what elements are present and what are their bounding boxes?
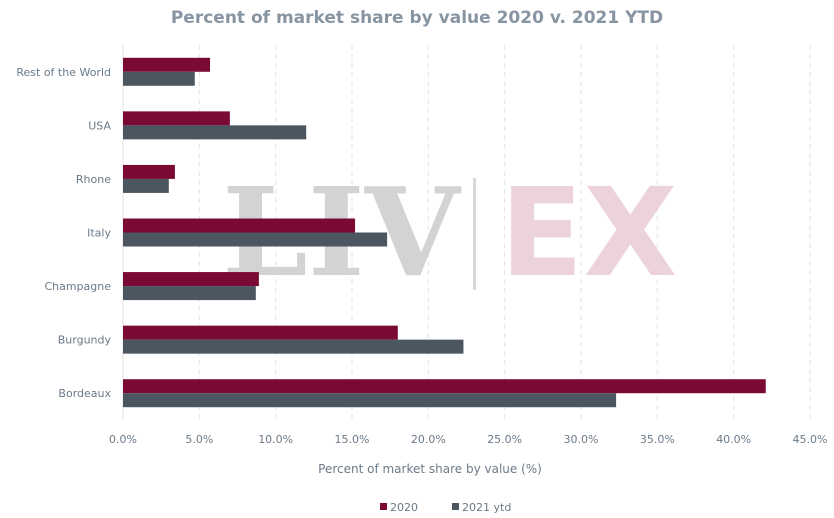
bar-series2 (123, 339, 464, 354)
bar-series1 (123, 272, 259, 287)
x-tick-label: 20.0% (411, 433, 446, 446)
x-tick-label: 40.0% (716, 433, 751, 446)
bar-series1 (123, 164, 175, 179)
x-axis-label: Percent of market share by value (%) (318, 462, 542, 476)
x-tick-label: 15.0% (335, 433, 370, 446)
bar-series1 (123, 111, 230, 126)
bar-series2 (123, 286, 256, 301)
legend-label[interactable]: 2020 (390, 501, 418, 514)
legend-swatch (380, 503, 387, 510)
watermark-ex: EX (500, 162, 677, 304)
chart-title: Percent of market share by value 2020 v.… (170, 8, 664, 28)
x-tick-label: 35.0% (640, 433, 675, 446)
category-label: Bordeaux (58, 387, 111, 400)
x-tick-label: 30.0% (564, 433, 599, 446)
bar-series2 (123, 232, 388, 247)
x-tick-label: 5.0% (185, 433, 213, 446)
x-tick-label: 0.0% (109, 433, 137, 446)
bar-series1 (123, 379, 766, 394)
x-tick-label: 45.0% (793, 433, 828, 446)
category-label: Italy (87, 227, 111, 240)
category-label: Rhone (76, 173, 111, 186)
legend-label[interactable]: 2021 ytd (462, 501, 511, 514)
category-labels: Rest of the World USA Rhone Italy Champagne B… (16, 66, 111, 400)
bar-series2 (123, 71, 195, 86)
watermark-divider (473, 178, 476, 290)
category-label: Rest of the World (16, 66, 111, 79)
bars (123, 57, 766, 408)
bar-series1 (123, 57, 211, 72)
bar-series2 (123, 393, 617, 408)
legend-swatch (452, 503, 459, 510)
x-tick-labels: 0.0% 5.0% 10.0% 15.0% 20.0% 25.0% 30.0% 35.0% 40… (109, 433, 827, 446)
bar-series2 (123, 178, 169, 193)
x-tick-label: 25.0% (487, 433, 522, 446)
bar-series1 (123, 325, 398, 340)
legend[interactable]: 2020 2021 ytd (380, 501, 511, 514)
category-label: Champagne (44, 280, 111, 293)
x-tick-label: 10.0% (258, 433, 293, 446)
bar-series1 (123, 218, 356, 233)
bar-series2 (123, 125, 307, 140)
category-label: Burgundy (58, 334, 112, 347)
category-label: USA (88, 119, 111, 132)
